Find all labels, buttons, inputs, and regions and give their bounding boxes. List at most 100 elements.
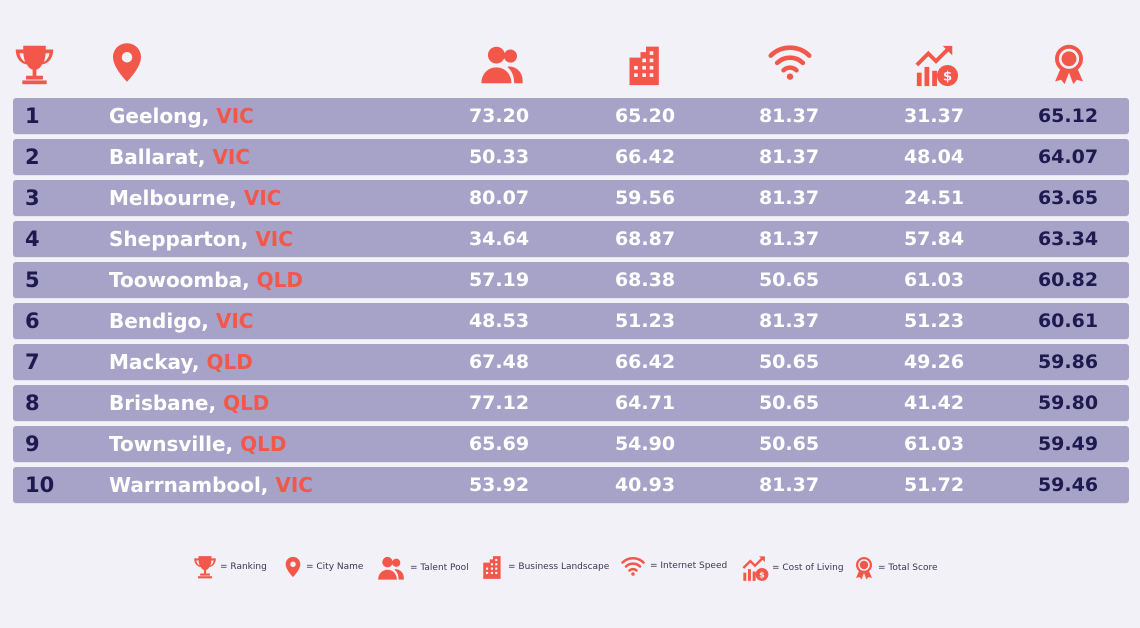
total-score-cell: 59.49	[1037, 433, 1099, 455]
legend-label: = Talent Pool	[410, 563, 469, 573]
business-landscape-cell: 68.38	[614, 269, 676, 291]
total-score-cell: 63.65	[1037, 187, 1099, 209]
state-code: VIC	[216, 104, 254, 128]
talent-pool-cell: 34.64	[468, 228, 530, 250]
cost-of-living-cell: 49.26	[903, 351, 965, 373]
internet-speed-cell: 50.65	[758, 392, 820, 414]
business-landscape-cell: 66.42	[614, 351, 676, 373]
rank-cell: 6	[25, 309, 40, 333]
internet-speed-cell: 50.65	[758, 269, 820, 291]
people-icon	[476, 42, 528, 87]
city-cell: Warrnambool, VIC	[109, 467, 313, 503]
total-score-cell: 59.80	[1037, 392, 1099, 414]
business-landscape-cell: 59.56	[614, 187, 676, 209]
total-score-cell: 64.07	[1037, 146, 1099, 168]
state-code: VIC	[243, 186, 282, 210]
city-cell: Geelong, VIC	[109, 98, 254, 134]
award-ribbon-icon	[1048, 40, 1090, 88]
talent-pool-cell: 65.69	[468, 433, 530, 455]
building-icon	[480, 554, 506, 580]
city-cell: Shepparton, VIC	[109, 221, 293, 257]
talent-pool-cell: 53.92	[468, 474, 530, 496]
table-row: 10 Warrnambool, VIC 53.92 40.93 81.37 51.72 59…	[13, 467, 1129, 503]
rank-cell: 4	[25, 227, 40, 251]
city-cell: Bendigo, VIC	[109, 303, 253, 339]
internet-speed-cell: 81.37	[758, 187, 820, 209]
building-icon	[624, 43, 668, 87]
rank-cell: 8	[25, 391, 40, 415]
internet-speed-cell: 50.65	[758, 433, 820, 455]
legend-label: = Internet Speed	[650, 561, 728, 571]
cost-of-living-cell: 61.03	[903, 269, 965, 291]
cost-of-living-cell: 24.51	[903, 187, 965, 209]
legend-item-cost-of-living: = Cost of Living	[740, 554, 844, 582]
talent-pool-cell: 77.12	[468, 392, 530, 414]
cost-of-living-cell: 41.42	[903, 392, 965, 414]
cost-of-living-cell: 61.03	[903, 433, 965, 455]
city-name: Ballarat,	[109, 145, 206, 169]
business-landscape-cell: 64.71	[614, 392, 676, 414]
city-cell: Toowoomba, QLD	[109, 262, 303, 298]
internet-speed-cell: 81.37	[758, 310, 820, 332]
cost-chart-icon	[912, 42, 960, 88]
table-row: 1 Geelong, VIC 73.20 65.20 81.37 31.37 65.12	[13, 98, 1129, 134]
legend-item-business-landscape: = Business Landscape	[480, 554, 609, 580]
state-code: QLD	[206, 350, 253, 374]
total-score-cell: 59.86	[1037, 351, 1099, 373]
table-row: 4 Shepparton, VIC 34.64 68.87 81.37 57.84 63.3…	[13, 221, 1129, 257]
rank-cell: 5	[25, 268, 40, 292]
rank-cell: 1	[25, 104, 40, 128]
rankings-table: 1 Geelong, VIC 73.20 65.20 81.37 31.37 65.12 2 B…	[13, 98, 1129, 508]
legend-item-total-score: = Total Score	[852, 554, 938, 582]
cost-of-living-cell: 31.37	[903, 105, 965, 127]
trophy-icon	[12, 42, 57, 87]
city-name: Warrnambool,	[109, 473, 269, 497]
table-row: 7 Mackay, QLD 67.48 66.42 50.65 49.26 59.86	[13, 344, 1129, 380]
city-cell: Townsville, QLD	[109, 426, 286, 462]
cost-of-living-cell: 51.23	[903, 310, 965, 332]
table-row: 2 Ballarat, VIC 50.33 66.42 81.37 48.04 64.07	[13, 139, 1129, 175]
talent-pool-cell: 57.19	[468, 269, 530, 291]
state-code: QLD	[240, 432, 287, 456]
cost-of-living-cell: 57.84	[903, 228, 965, 250]
city-name: Geelong,	[109, 104, 210, 128]
city-name: Mackay,	[109, 350, 200, 374]
cost-of-living-cell: 51.72	[903, 474, 965, 496]
internet-speed-cell: 81.37	[758, 228, 820, 250]
legend-item-internet-speed: = Internet Speed	[618, 554, 727, 578]
internet-speed-cell: 81.37	[758, 146, 820, 168]
legend-label: = Total Score	[878, 563, 938, 573]
city-cell: Mackay, QLD	[109, 344, 253, 380]
city-name: Melbourne,	[109, 186, 237, 210]
state-code: VIC	[255, 227, 293, 251]
legend-item-ranking: = Ranking	[192, 554, 267, 580]
talent-pool-cell: 50.33	[468, 146, 530, 168]
rank-cell: 2	[25, 145, 40, 169]
city-name: Toowoomba,	[109, 268, 250, 292]
map-pin-icon	[106, 40, 148, 85]
business-landscape-cell: 66.42	[614, 146, 676, 168]
city-cell: Brisbane, QLD	[109, 385, 269, 421]
total-score-cell: 65.12	[1037, 105, 1099, 127]
legend-item-city-name: = City Name	[282, 554, 363, 580]
table-row: 9 Townsville, QLD 65.69 54.90 50.65 61.03 59.4…	[13, 426, 1129, 462]
total-score-cell: 60.61	[1037, 310, 1099, 332]
trophy-icon	[192, 554, 218, 580]
city-name: Townsville,	[109, 432, 234, 456]
state-code: QLD	[223, 391, 270, 415]
talent-pool-cell: 73.20	[468, 105, 530, 127]
state-code: QLD	[256, 268, 304, 292]
legend-label: = City Name	[306, 562, 364, 572]
state-code: VIC	[215, 309, 254, 333]
city-cell: Melbourne, VIC	[109, 180, 281, 216]
table-row: 8 Brisbane, QLD 77.12 64.71 50.65 41.42 59.80	[13, 385, 1129, 421]
internet-speed-cell: 81.37	[758, 474, 820, 496]
business-landscape-cell: 40.93	[614, 474, 676, 496]
city-cell: Ballarat, VIC	[109, 139, 250, 175]
internet-speed-cell: 81.37	[758, 105, 820, 127]
business-landscape-cell: 68.87	[614, 228, 676, 250]
legend-label: = Business Landscape	[508, 562, 610, 572]
rank-cell: 7	[25, 350, 40, 374]
internet-speed-cell: 50.65	[758, 351, 820, 373]
legend: = Ranking = City Name = Talent Pool = Bu…	[0, 550, 1140, 590]
